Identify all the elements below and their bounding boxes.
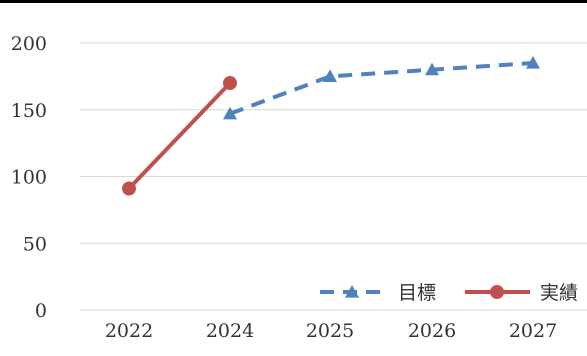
series-line-1 — [127, 81, 232, 191]
data-point-triangle — [223, 106, 237, 120]
x-tick-label: 2022 — [105, 320, 153, 342]
data-point-circle — [122, 181, 136, 196]
data-point-triangle — [526, 56, 540, 69]
x-tick-label: 2026 — [408, 320, 456, 342]
legend-label: 目標 — [398, 282, 436, 304]
y-tick-label: 0 — [35, 300, 47, 322]
y-tick-label: 200 — [11, 33, 47, 55]
legend-marker-circle — [490, 285, 504, 299]
data-point-triangle — [425, 62, 439, 76]
x-tick-label: 2027 — [509, 320, 557, 342]
top-border — [0, 0, 587, 3]
series-line-0 — [229, 61, 534, 116]
data-point-circle — [223, 76, 237, 91]
data-point-triangle — [323, 69, 337, 82]
y-tick-label: 150 — [11, 100, 47, 122]
legend-label: 実績 — [540, 282, 578, 304]
legend-marker-triangle — [345, 285, 359, 298]
y-tick-label: 50 — [23, 233, 47, 255]
x-tick-label: 2024 — [206, 320, 254, 342]
y-tick-label: 100 — [11, 167, 47, 189]
x-tick-label: 2025 — [306, 320, 354, 342]
